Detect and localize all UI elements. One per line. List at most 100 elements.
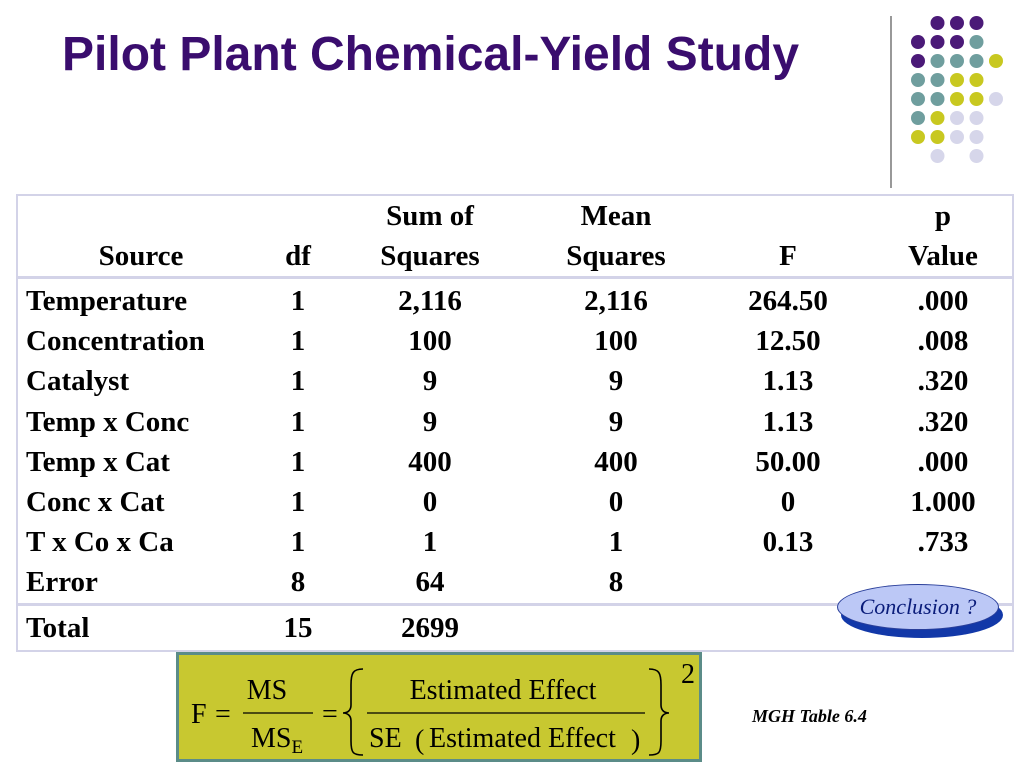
table-row: T x Co x Ca 1 1 1 0.13 .733 (18, 522, 1014, 562)
formula-open-paren: ( (415, 725, 424, 756)
table-cell: 0 (422, 486, 438, 519)
table-row: Conc x Cat 1 0 0 0 1.000 (18, 482, 1014, 522)
table-cell: 1.13 (762, 405, 814, 438)
formula-equals-2: = (322, 699, 338, 730)
decorative-dot (950, 92, 964, 106)
decorative-dot (930, 35, 945, 49)
table-cell: 0.13 (762, 526, 814, 559)
table-cell: Catalyst (26, 365, 130, 398)
decorative-dot (969, 130, 984, 144)
header-mean-squares: Mean Squares (566, 200, 666, 272)
decorative-dot (969, 111, 984, 125)
formula-se-argument: Estimated Effect (429, 723, 616, 754)
decorative-dot (989, 54, 1003, 68)
header-source: Source (98, 240, 184, 272)
table-cell: 9 (422, 365, 438, 398)
decorative-dot (911, 130, 925, 144)
decorative-dot (911, 54, 925, 68)
table-cell: 1 (290, 365, 306, 398)
table-row: Catalyst 1 9 9 1.13 .320 (18, 361, 1014, 401)
table-row: Temperature 1 2,116 2,116 264.50 .000 (18, 278, 1014, 322)
table-cell: 400 (408, 445, 452, 478)
table-cell: Conc x Cat (26, 486, 165, 519)
table-cell: .000 (917, 285, 969, 317)
left-brace (342, 668, 364, 756)
table-cell: 9 (422, 405, 438, 438)
decorative-dot (930, 130, 945, 144)
f-statistic-formula: F = MS MSE = Estimated Effect SE ( Estim… (176, 652, 702, 762)
conclusion-button[interactable]: Conclusion ? (837, 584, 1007, 640)
table-cell: 0 (608, 486, 624, 519)
table-cell: 2,116 (398, 285, 462, 317)
decorative-dot (950, 35, 964, 49)
decorative-dot (969, 54, 984, 68)
table-cell: 1 (422, 526, 438, 559)
header-df: df (285, 240, 311, 272)
decorative-dot (969, 73, 984, 87)
table-cell: 1 (290, 325, 306, 358)
decorative-dot (989, 92, 1003, 106)
right-brace (648, 668, 670, 756)
table-cell: Temp x Cat (26, 445, 170, 478)
decorative-dot (950, 54, 964, 68)
formula-equals-1: = (215, 699, 231, 730)
table-cell: .008 (917, 325, 969, 358)
table-cell: 0 (780, 486, 796, 519)
decorative-dot (911, 92, 925, 106)
table-cell: Total (26, 611, 90, 644)
conclusion-button-face[interactable]: Conclusion ? (837, 584, 999, 630)
table-row: Temp x Cat 1 400 400 50.00 .000 (18, 442, 1014, 482)
table-cell: .320 (917, 365, 969, 398)
table-cell: .320 (917, 405, 969, 438)
table-cell: 2,116 (584, 285, 648, 317)
table-cell: 100 (408, 325, 452, 358)
source-note: MGH Table 6.4 (752, 706, 867, 726)
table-cell: 9 (608, 405, 624, 438)
formula-graphic: F = MS MSE = Estimated Effect SE ( Estim… (191, 659, 695, 758)
table-cell: 400 (594, 445, 638, 478)
table-total-row: Total 15 2699 (18, 604, 1014, 650)
decorative-dot (930, 73, 945, 87)
table-cell: 1.13 (762, 365, 814, 398)
table-cell: 50.00 (755, 445, 821, 478)
decorative-dot (930, 16, 945, 30)
formula-mse: MSE (251, 723, 303, 758)
formula-close-paren: ) (631, 725, 640, 756)
decorative-dot (950, 16, 964, 30)
decorative-dot (969, 16, 984, 30)
table-cell: 1 (608, 526, 624, 559)
decorative-dot (911, 35, 925, 49)
table-cell: 9 (608, 365, 624, 398)
formula-estimated-effect: Estimated Effect (410, 675, 597, 706)
decorative-dot (950, 130, 964, 144)
formula-f: F (191, 699, 207, 730)
table-cell: 1 (290, 285, 306, 317)
table-cell (528, 604, 704, 650)
table-row: Error 8 64 8 (18, 562, 1014, 604)
table-cell: T x Co x Ca (26, 526, 174, 559)
table-cell: 64 (415, 566, 445, 599)
table-cell: .733 (917, 526, 969, 559)
table-cell: Error (26, 566, 98, 599)
decorative-dot (930, 54, 945, 68)
table-cell: 8 (290, 566, 306, 599)
decorative-dot (930, 92, 945, 106)
decorative-dot (950, 73, 964, 87)
table-cell: 1.000 (910, 486, 976, 519)
decorative-dot (969, 149, 984, 163)
decorative-dot (911, 73, 925, 87)
formula-se: SE (369, 723, 402, 754)
table-cell: 1 (290, 405, 306, 438)
table-cell: .000 (917, 445, 969, 478)
table-cell: 1 (290, 486, 306, 519)
table-cell: 264.50 (748, 285, 828, 317)
decorative-dot (911, 111, 925, 125)
formula-ms: MS (247, 675, 287, 706)
table-cell: Concentration (26, 325, 205, 358)
table-cell: 1 (290, 526, 306, 559)
decorative-dot (930, 149, 945, 163)
table-cell: 15 (283, 611, 313, 644)
